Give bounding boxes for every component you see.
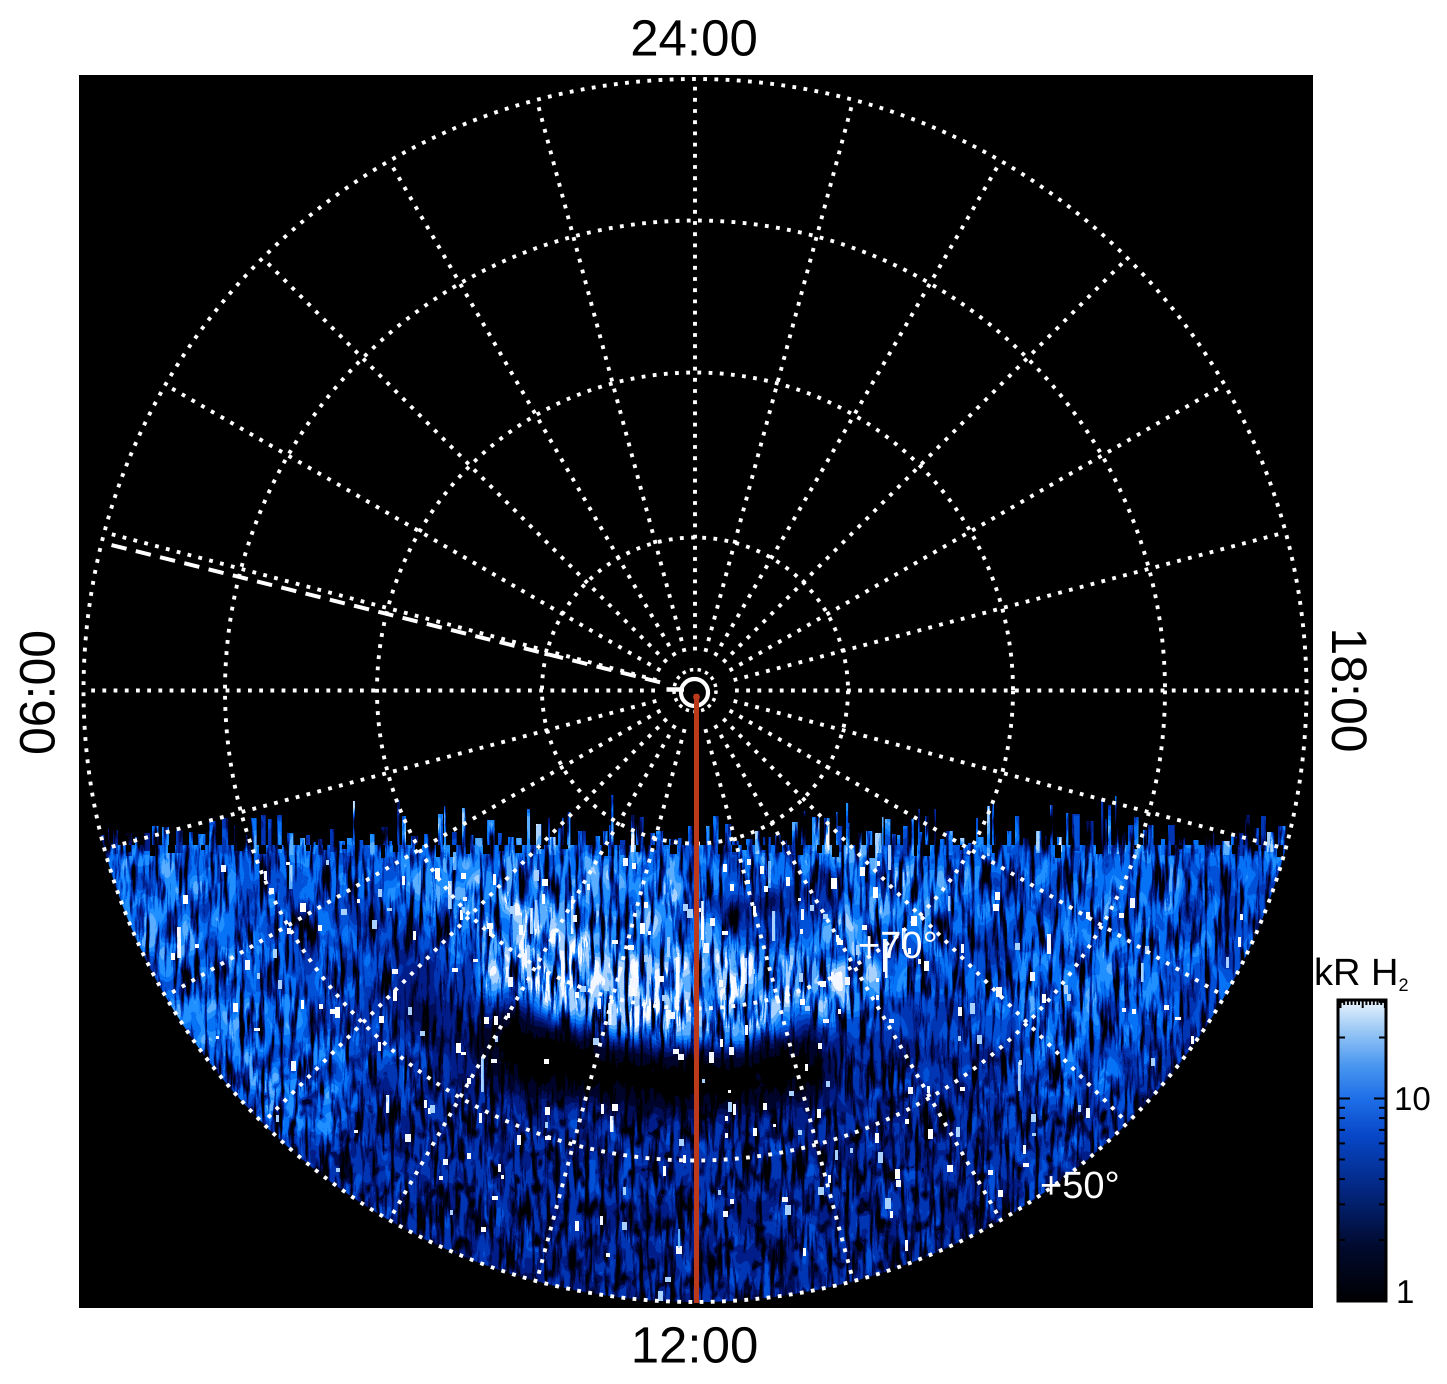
svg-text:18:00: 18:00 [1321,627,1377,752]
svg-text:24:00: 24:00 [630,10,758,67]
svg-text:12:00: 12:00 [631,1317,759,1374]
svg-text:10: 10 [1394,1080,1431,1117]
svg-text:+50°: +50° [1040,1165,1120,1207]
svg-text:kR H2: kR H2 [1314,952,1408,995]
svg-text:1: 1 [1396,1273,1414,1310]
svg-text:06:00: 06:00 [10,630,66,755]
svg-text:+70°: +70° [858,925,938,967]
